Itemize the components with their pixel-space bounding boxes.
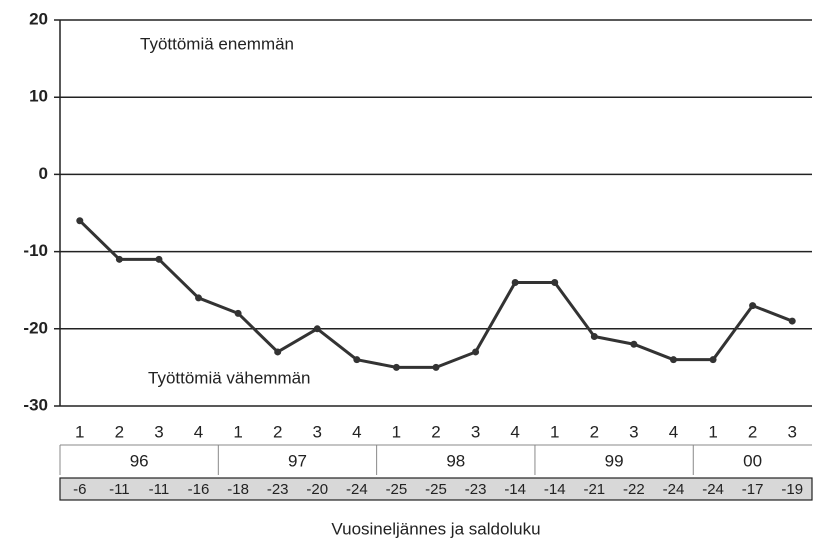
saldo-label: -25 [386,481,408,498]
x-tick-label: 2 [273,422,282,441]
saldo-label: -23 [267,481,289,498]
saldo-label: -24 [663,481,685,498]
x-tick-label: 1 [392,422,401,441]
x-tick-label: 3 [313,422,322,441]
data-point [749,302,757,310]
year-label: 96 [130,451,149,470]
saldo-label: -19 [781,481,803,498]
data-point [155,255,163,263]
data-point [76,217,84,225]
data-point [432,363,440,371]
data-point [274,348,282,356]
data-point [353,356,361,364]
x-tick-label: 1 [550,422,559,441]
annotation-bottom: Työttömiä vähemmän [148,368,311,387]
saldo-label: -6 [73,481,86,498]
saldo-label: -16 [188,481,210,498]
data-point [511,278,519,286]
x-tick-label: 4 [669,422,678,441]
saldo-label: -14 [504,481,526,498]
data-point [195,294,203,302]
y-tick-label: -10 [23,241,48,260]
data-point [313,325,321,333]
data-point [669,356,677,364]
saldo-label: -22 [623,481,645,498]
saldo-label: -24 [346,481,368,498]
y-tick-label: -20 [23,318,48,337]
x-axis-label: Vuosineljännes ja saldoluku [331,519,540,538]
year-label: 00 [743,451,762,470]
data-point [392,363,400,371]
x-tick-label: 2 [431,422,440,441]
x-tick-label: 2 [748,422,757,441]
saldo-label: -25 [425,481,447,498]
x-tick-label: 4 [352,422,361,441]
x-tick-label: 3 [629,422,638,441]
annotation-top: Työttömiä enemmän [140,34,294,53]
data-point [234,309,242,317]
data-line [78,219,793,369]
data-point [115,255,123,263]
y-tick-label: 20 [29,9,48,28]
saldo-label: -18 [227,481,249,498]
saldo-label: -17 [742,481,764,498]
x-tick-label: 2 [590,422,599,441]
year-label: 98 [446,451,465,470]
saldo-label: -24 [702,481,724,498]
data-point [630,340,638,348]
x-tick-label: 1 [708,422,717,441]
y-tick-label: -30 [23,395,48,414]
y-tick-label: 10 [29,87,48,106]
data-point [788,317,796,325]
x-tick-label: 3 [471,422,480,441]
x-tick-label: 1 [233,422,242,441]
year-label: 97 [288,451,307,470]
x-tick-label: 3 [787,422,796,441]
y-tick-label: 0 [39,164,48,183]
saldo-label: -21 [583,481,605,498]
year-label: 99 [605,451,624,470]
saldo-label: -20 [306,481,328,498]
data-point [551,278,559,286]
saldo-label: -14 [544,481,566,498]
x-tick-label: 3 [154,422,163,441]
x-tick-label: 1 [75,422,84,441]
data-point [590,333,598,341]
saldo-label: -11 [149,481,170,498]
saldo-label: -11 [109,481,130,498]
saldo-label: -23 [465,481,487,498]
x-tick-label: 2 [115,422,124,441]
x-tick-label: 4 [194,422,203,441]
saldo-row-box [59,477,813,501]
data-point [472,348,480,356]
x-tick-label: 4 [510,422,519,441]
data-point [709,356,717,364]
